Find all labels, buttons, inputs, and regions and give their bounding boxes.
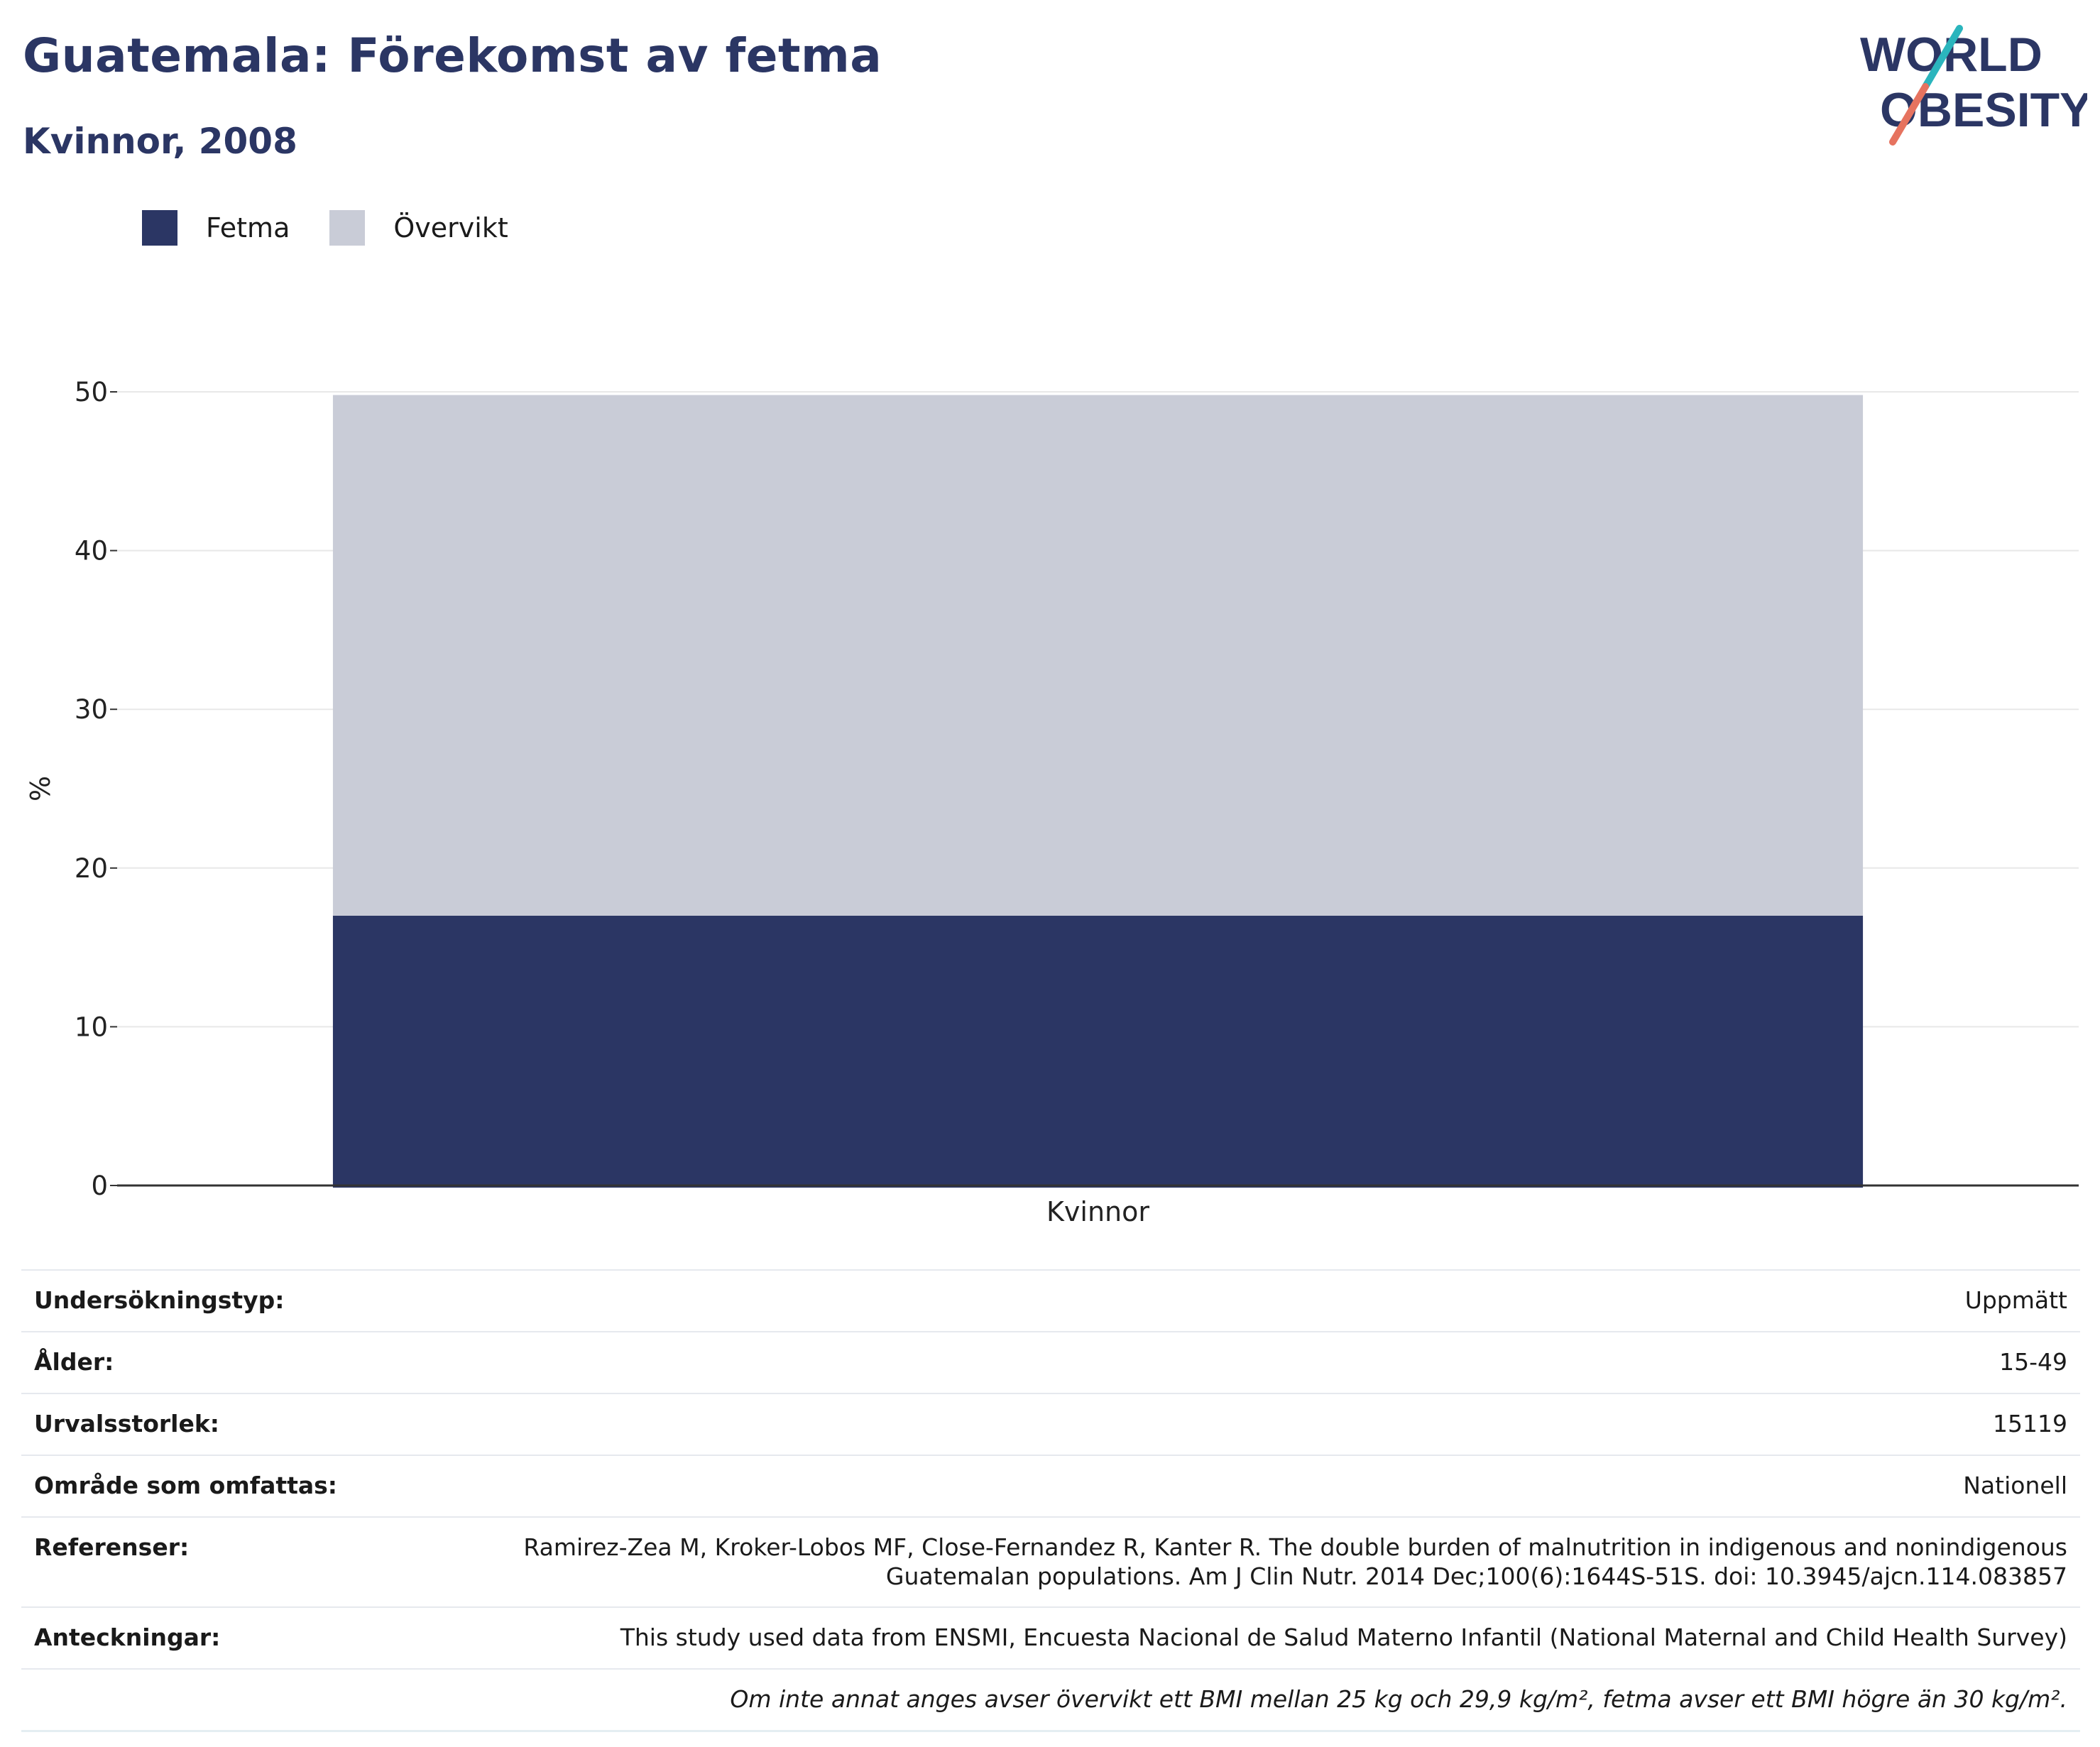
info-value: Nationell	[416, 1454, 2080, 1517]
info-row-coverage: Område som omfattas: Nationell	[21, 1454, 2080, 1517]
info-row-survey-type: Undersökningstyp: Uppmätt	[21, 1269, 2080, 1332]
info-value: This study used data from ENSMI, Encuest…	[416, 1606, 2080, 1670]
bar-fetma-kvinnor	[332, 915, 1864, 1188]
y-tick-label: 30	[75, 694, 108, 725]
legend-label-fetma: Fetma	[206, 212, 290, 243]
legend-swatch-fetma	[142, 210, 177, 246]
info-label: Anteckningar:	[21, 1606, 416, 1670]
y-tick-label: 10	[75, 1012, 108, 1042]
logo-slash-teal	[1922, 25, 1963, 90]
info-label: Område som omfattas:	[21, 1454, 416, 1517]
bar-chart: 0 10 20 30 40 50 Kvinnor%	[25, 377, 2079, 1227]
info-row-sample-size: Urvalsstorlek: 15119	[21, 1392, 2080, 1455]
x-tick-label: Kvinnor	[1046, 1196, 1149, 1227]
info-value: 15119	[416, 1392, 2080, 1455]
info-row-footnote: Om inte annat anges avser övervikt ett B…	[21, 1668, 2080, 1733]
bar-overvikt-kvinnor	[332, 395, 1864, 916]
info-label: Ålder:	[21, 1330, 416, 1393]
info-value: 15-49	[416, 1330, 2080, 1393]
legend-swatch-overvikt	[329, 210, 366, 246]
page-title: Guatemala: Förekomst av fetma	[23, 28, 882, 83]
y-tick-label: 40	[75, 536, 108, 566]
info-row-age: Ålder: 15-49	[21, 1330, 2080, 1393]
info-label: Urvalsstorlek:	[21, 1392, 416, 1455]
legend-item-fetma[interactable]: Fetma	[142, 210, 290, 246]
reference-line-1: Ramirez-Zea M, Kroker-Lobos MF, Close-Fe…	[523, 1533, 2067, 1561]
reference-line-2: Guatemalan populations. Am J Clin Nutr. …	[885, 1562, 2067, 1590]
logo-slash-coral	[1889, 83, 1929, 146]
page-subtitle: Kvinnor, 2008	[23, 121, 297, 162]
y-tick-label: 0	[91, 1171, 108, 1201]
y-axis-label: %	[25, 776, 56, 801]
y-tick-label: 50	[75, 377, 108, 407]
info-label: Undersökningstyp:	[21, 1269, 416, 1332]
info-value: Ramirez-Zea M, Kroker-Lobos MF, Close-Fe…	[416, 1516, 2080, 1608]
world-obesity-logo: WORLD OBESITY	[1860, 25, 2087, 146]
legend-item-overvikt[interactable]: Övervikt	[329, 210, 508, 246]
info-label: Referenser:	[21, 1516, 416, 1608]
info-value: Uppmätt	[416, 1269, 2080, 1332]
info-row-references: Referenser: Ramirez-Zea M, Kroker-Lobos …	[21, 1516, 2080, 1608]
footnote: Om inte annat anges avser övervikt ett B…	[21, 1668, 2080, 1733]
info-row-notes: Anteckningar: This study used data from …	[21, 1606, 2080, 1670]
study-info-table: Undersökningstyp: Uppmätt Ålder: 15-49 U…	[21, 1269, 2080, 1733]
chart-legend: Fetma Övervikt	[142, 210, 548, 246]
legend-label-overvikt: Övervikt	[393, 212, 508, 243]
y-tick-label: 20	[75, 853, 108, 884]
